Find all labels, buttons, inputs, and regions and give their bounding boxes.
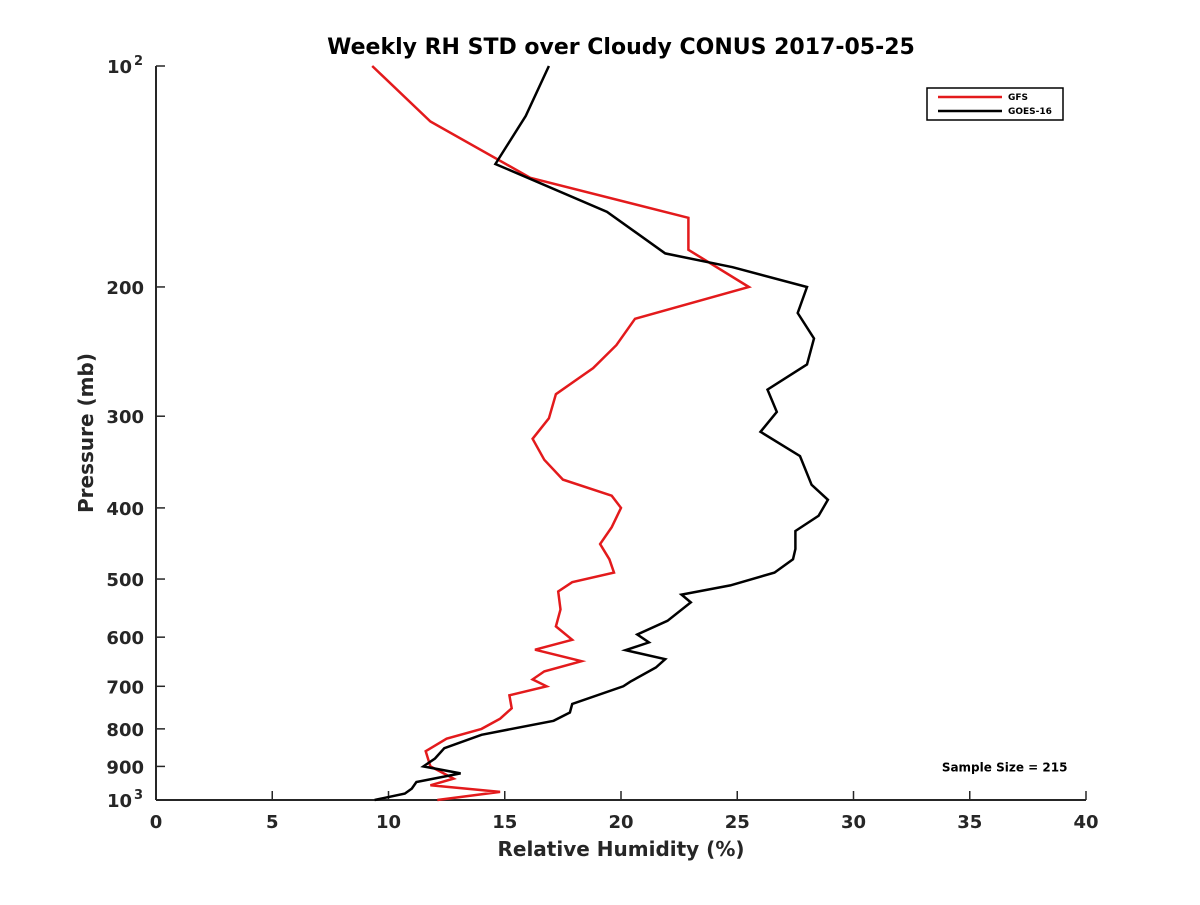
x-tick-label: 20: [608, 812, 633, 833]
x-tick-label: 0: [150, 812, 163, 833]
y-axis-label: Pressure (mb): [74, 353, 98, 513]
legend-box: [926, 87, 1064, 121]
y-tick-label: 10: [107, 791, 132, 812]
legend-label-goes16: GOES-16: [1008, 107, 1052, 117]
legend: GFS GOES-16: [926, 87, 1064, 121]
y-tick-label: 300: [106, 407, 144, 428]
x-tick-label: 35: [957, 812, 982, 833]
chart-title: Weekly RH STD over Cloudy CONUS 2017-05-…: [327, 35, 915, 60]
sample-size-annotation: Sample Size = 215: [942, 760, 1068, 774]
y-tick-label: 400: [106, 499, 144, 520]
y-tick-exponent: 3: [134, 788, 143, 803]
series-line-goes16: [374, 65, 830, 802]
y-tick-label: 10: [107, 57, 132, 78]
series-line-gfs: [371, 65, 752, 802]
y-tick-label: 700: [106, 677, 144, 698]
y-tick-label: 900: [106, 757, 144, 778]
x-tick-label: 25: [725, 812, 750, 833]
x-axis-label: Relative Humidity (%): [497, 837, 744, 861]
y-tick-label: 500: [106, 570, 144, 591]
x-tick-label: 40: [1073, 812, 1098, 833]
x-tick-label: 15: [492, 812, 517, 833]
x-ticks: 0 5 10 15 20 25 30 35 40: [150, 791, 1099, 833]
y-tick-label: 600: [106, 628, 144, 649]
y-tick-exponent: 2: [134, 54, 143, 69]
x-tick-label: 30: [841, 812, 866, 833]
series-lines: [371, 65, 830, 802]
x-tick-label: 5: [266, 812, 279, 833]
y-tick-label: 800: [106, 720, 144, 741]
legend-label-gfs: GFS: [1008, 93, 1028, 103]
y-tick-label: 200: [106, 278, 144, 299]
x-tick-label: 10: [376, 812, 401, 833]
